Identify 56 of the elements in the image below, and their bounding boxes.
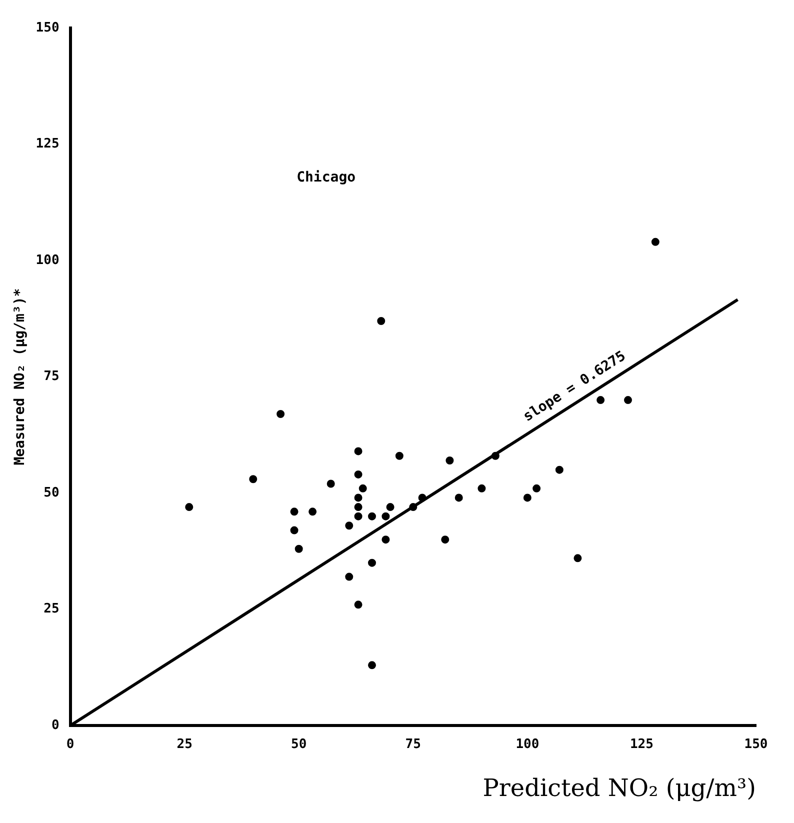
y-axis-title: Measured NO₂ (μg/m³)* bbox=[12, 288, 28, 466]
point bbox=[395, 452, 404, 460]
point bbox=[491, 452, 500, 460]
point bbox=[478, 484, 486, 492]
point bbox=[249, 475, 258, 484]
y-tick-label: 150 bbox=[36, 20, 60, 36]
point bbox=[446, 456, 454, 465]
point bbox=[596, 396, 605, 404]
point bbox=[624, 396, 632, 404]
point bbox=[382, 536, 390, 544]
point bbox=[358, 484, 367, 492]
point bbox=[386, 503, 394, 512]
point bbox=[555, 466, 564, 474]
y-tick-label: 75 bbox=[44, 369, 60, 384]
point bbox=[368, 512, 376, 520]
point bbox=[382, 512, 390, 520]
point bbox=[368, 661, 376, 670]
point bbox=[290, 508, 298, 516]
x-tick-label: 150 bbox=[744, 736, 768, 752]
point bbox=[441, 536, 450, 544]
x-tick-label: 75 bbox=[405, 736, 421, 752]
point bbox=[308, 508, 317, 516]
point bbox=[354, 447, 362, 456]
point bbox=[345, 572, 354, 581]
y-tick-label: 125 bbox=[36, 136, 60, 152]
point bbox=[368, 558, 376, 567]
point bbox=[377, 316, 386, 325]
point bbox=[354, 470, 362, 478]
annotation: Chicago bbox=[296, 169, 356, 186]
point bbox=[326, 480, 335, 488]
x-tick-label: 125 bbox=[630, 736, 654, 752]
x-tick-label: 50 bbox=[291, 736, 307, 752]
point bbox=[532, 484, 541, 492]
point bbox=[276, 410, 285, 418]
point bbox=[523, 494, 532, 502]
point bbox=[354, 503, 362, 512]
point bbox=[185, 503, 194, 512]
x-tick-label: 0 bbox=[66, 736, 74, 752]
point bbox=[454, 494, 463, 502]
point bbox=[294, 544, 303, 553]
x-tick-label: 100 bbox=[516, 736, 540, 752]
point bbox=[354, 494, 362, 502]
y-tick-label: 100 bbox=[36, 252, 60, 268]
y-tick-label: 50 bbox=[44, 485, 60, 500]
x-tick-label: 25 bbox=[176, 736, 192, 752]
y-tick-label: 0 bbox=[51, 718, 60, 733]
point bbox=[354, 512, 362, 520]
point bbox=[354, 600, 362, 609]
y-tick-label: 25 bbox=[44, 602, 60, 617]
point bbox=[574, 554, 582, 562]
x-axis-title: Predicted NO₂ (μg/m³) bbox=[482, 774, 756, 802]
point bbox=[409, 503, 418, 512]
point bbox=[651, 238, 660, 246]
point bbox=[345, 522, 354, 530]
point bbox=[418, 494, 426, 502]
point bbox=[290, 526, 298, 534]
